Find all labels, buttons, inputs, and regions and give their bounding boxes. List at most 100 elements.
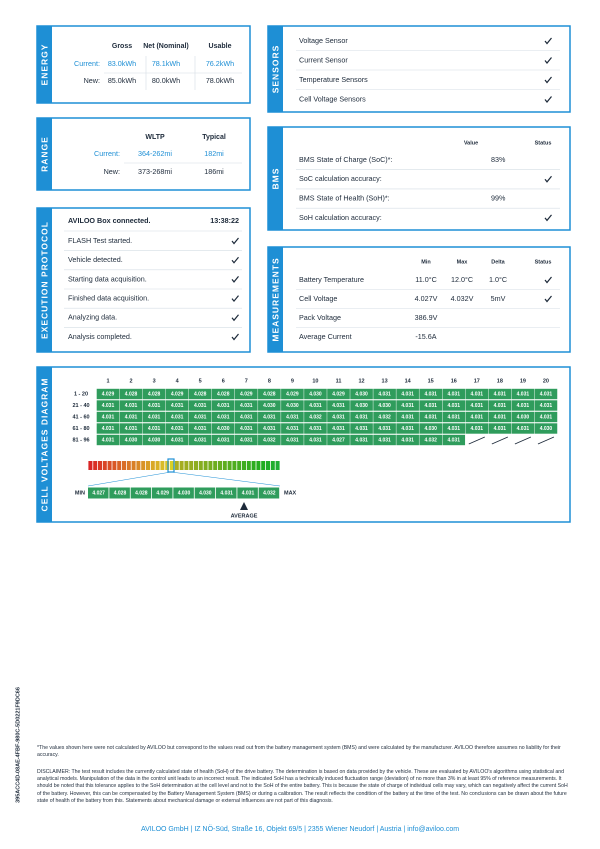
gradient-segment [222,461,227,470]
cell-box [235,388,258,400]
cell-box [119,434,143,446]
cell-box [211,434,235,446]
scale-value: 4.032 [263,491,276,497]
measurement-value: 11.0°C [415,275,437,284]
gradient-segment [261,461,266,470]
cell-box [396,411,419,423]
cell-voltage: 4.031 [447,438,460,444]
cell-voltage: 4.028 [217,392,230,398]
cell-box [96,434,120,446]
scale-value: 4.031 [220,491,233,497]
cell-voltage: 4.031 [471,415,484,421]
bms-value: 83% [491,155,506,164]
scale-box [173,487,194,499]
cell-box [442,411,466,423]
cell-voltage: 4.031 [471,426,484,432]
cell-box [304,434,327,446]
column-number: 3 [153,378,156,384]
cell-voltage: 4.031 [125,403,138,409]
energy-value: 80.0kWh [152,76,180,85]
protocol-step: Finished data acquisition. [68,294,149,303]
scale-box [109,487,130,499]
cell-voltage: 4.031 [401,392,414,398]
gradient-segment [131,461,136,470]
cell-voltage: 4.031 [171,426,184,432]
gradient-segment [213,461,218,470]
cell-voltage: 4.031 [332,426,345,432]
cell-voltage: 4.031 [378,426,391,432]
measurement-label: Average Current [299,332,352,341]
cell-box [442,423,466,434]
check-icon [231,276,239,283]
cell-voltage: 4.031 [355,415,368,421]
energy-value: 85.0kWh [108,76,136,85]
empty-cell [537,436,555,445]
panel-tab [37,208,52,352]
cell-voltage: 4.031 [102,403,115,409]
cell-box [419,388,442,400]
cell-voltage: 4.031 [148,403,161,409]
column-number: 9 [291,378,294,384]
cell-box [534,423,558,434]
cell-voltage: 4.031 [517,403,530,409]
cell-voltage: 4.027 [332,438,345,444]
scale-value: 4.029 [156,491,169,497]
measurement-label: Cell Voltage [299,294,337,303]
scale-box [152,487,173,499]
disclaimer: DISCLAIMER: The test result includes the… [37,769,568,804]
empty-cell [514,436,532,445]
cell-box [258,400,281,411]
gradient-segment [184,461,189,470]
cell-box [350,400,373,411]
cell-box [419,423,442,434]
cell-box [304,423,327,434]
cell-voltage: 4.031 [240,415,253,421]
measurement-value: 4.032V [451,294,474,303]
check-icon [544,175,552,183]
check-icon [544,214,552,222]
gradient-segment [232,461,237,470]
cell-box [188,423,212,434]
cell-voltage: 4.031 [355,426,368,432]
cell-box [419,434,442,446]
cell-voltage: 4.031 [263,426,276,432]
panel-label: ENERGY [39,44,49,86]
cell-voltage: 4.031 [148,426,161,432]
cell-box [258,388,281,400]
cell-voltage: 4.030 [148,438,161,444]
cell-box [119,388,143,400]
range-value: 182mi [204,149,224,158]
bms-label: BMS State of Charge (SoC)*: [299,155,392,164]
check-icon [231,295,239,303]
cell-box [96,400,120,411]
gradient-segment [117,461,122,470]
cell-voltage: 4.031 [424,415,437,421]
cell-voltage: 4.030 [424,426,437,432]
cell-voltage: 4.030 [378,403,391,409]
cell-voltage: 4.032 [263,438,276,444]
column-number: 7 [245,378,248,384]
cell-box [165,388,189,400]
cell-voltage: 4.028 [263,392,276,398]
column-number: 8 [268,378,271,384]
scale-box [258,487,280,499]
panel-tab [268,127,283,230]
cell-box [534,400,558,411]
gradient-segment [198,461,203,470]
gradient-segment [107,461,112,470]
cell-voltage: 4.029 [332,392,345,398]
cell-voltage: 4.031 [355,438,368,444]
cell-box [488,400,512,411]
cell-voltage: 4.031 [125,415,138,421]
column-header: Usable [209,43,232,50]
column-number: 20 [543,378,549,384]
cell-voltage: 4.030 [517,415,530,421]
cell-box [327,411,350,423]
check-icon [544,96,552,103]
column-number: 19 [520,378,526,384]
column-number: 13 [382,378,388,384]
row-label: 1 - 20 [74,391,88,397]
column-header: Value [464,140,478,146]
measurement-value: 12.0°C [451,275,473,284]
